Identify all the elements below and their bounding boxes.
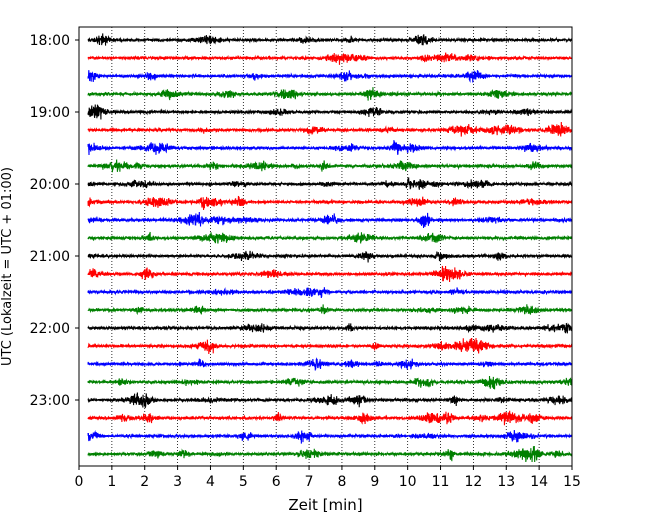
- trace-1830: [87, 70, 573, 83]
- trace-2100: [87, 250, 573, 263]
- y-tick-label: 19:00: [30, 105, 70, 121]
- trace-2115: [87, 265, 573, 283]
- y-axis-ticks: 18:00 19:00 20:00 21:00 22:00 23:00: [30, 33, 79, 409]
- x-tick-label: 11: [432, 474, 450, 490]
- y-tick-label: 20:00: [30, 177, 70, 193]
- y-axis-label: UTC (Lokalzeit = UTC + 01:00): [0, 167, 15, 366]
- x-tick-label: 4: [206, 474, 215, 490]
- x-tick-label: 2: [140, 474, 149, 490]
- grid-lines: [111, 27, 540, 466]
- x-tick-label: 3: [173, 474, 182, 490]
- x-tick-label: 12: [464, 474, 482, 490]
- x-tick-label: 13: [497, 474, 515, 490]
- trace-1945: [87, 159, 573, 173]
- trace-layer: [87, 33, 573, 463]
- x-tick-label: 1: [107, 474, 116, 490]
- x-axis-label: Zeit [min]: [288, 496, 362, 514]
- trace-2030: [87, 211, 573, 229]
- y-tick-label: 22:00: [30, 321, 70, 337]
- trace-2015: [87, 195, 573, 211]
- trace-2130: [87, 287, 573, 299]
- y-tick-label: 23:00: [30, 393, 70, 409]
- trace-2345: [87, 445, 573, 463]
- y-tick-label: 18:00: [30, 33, 70, 49]
- trace-2245: [87, 375, 573, 390]
- trace-2200: [87, 322, 573, 334]
- trace-1815: [87, 52, 573, 65]
- x-tick-label: 5: [239, 474, 248, 490]
- trace-1800: [87, 33, 573, 46]
- x-tick-label: 0: [75, 474, 84, 490]
- trace-2300: [87, 392, 573, 409]
- trace-2315: [87, 410, 573, 426]
- trace-2045: [87, 231, 573, 244]
- x-tick-label: 6: [272, 474, 281, 490]
- x-tick-label: 7: [305, 474, 314, 490]
- x-axis-ticks: 0 1 2 3 4 5 6 7 8 9 10 11 12 13 14 15: [75, 466, 581, 490]
- trace-1930: [87, 140, 573, 156]
- x-tick-label: 8: [337, 474, 346, 490]
- trace-2000: [87, 177, 573, 190]
- trace-2230: [87, 357, 573, 371]
- trace-2145: [87, 304, 573, 316]
- plot-frame: [78, 26, 573, 467]
- trace-1845: [87, 87, 573, 101]
- x-tick-label: 10: [399, 474, 417, 490]
- x-tick-label: 9: [370, 474, 379, 490]
- x-tick-label: 14: [530, 474, 548, 490]
- x-tick-label: 15: [563, 474, 581, 490]
- trace-2330: [87, 429, 573, 444]
- trace-1900: [87, 104, 573, 120]
- trace-1915: [87, 121, 573, 137]
- y-tick-label: 21:00: [30, 249, 70, 265]
- trace-2215: [87, 337, 573, 355]
